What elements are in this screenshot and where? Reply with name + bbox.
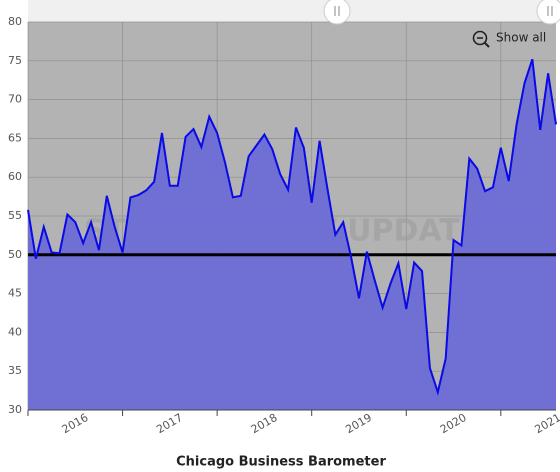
y-tick-label: 80 (8, 15, 22, 28)
navigator (28, 0, 558, 22)
y-tick-label: 75 (8, 54, 22, 67)
chart-title: Chicago Business Barometer (176, 455, 386, 470)
navigator-handles[interactable] (323, 0, 560, 25)
y-tick-label: 45 (8, 287, 22, 300)
y-tick-label: 60 (8, 170, 22, 183)
zoom-icon (484, 42, 490, 48)
x-tick-label: 2020 (438, 411, 469, 436)
y-tick-label: 65 (8, 131, 22, 144)
x-tick-label: 2016 (60, 411, 91, 436)
y-tick-label: 35 (8, 364, 22, 377)
x-tick-label: 2018 (249, 411, 280, 436)
y-tick-label: 50 (8, 248, 22, 261)
x-tick-label: 2017 (154, 411, 185, 436)
show-all-button[interactable]: Show all (472, 30, 547, 48)
y-tick-label: 55 (8, 209, 22, 222)
x-tick-label: 2021 (532, 411, 560, 436)
zoom-icon (472, 30, 488, 46)
y-tick-label: 70 (8, 93, 22, 106)
handle[interactable] (536, 0, 560, 25)
handle[interactable] (323, 0, 351, 25)
y-tick-label: 30 (8, 403, 22, 416)
y-tick-label: 40 (8, 325, 22, 338)
line (27, 58, 557, 396)
x-tick-label: 2019 (343, 411, 374, 436)
plot (27, 58, 557, 411)
button-label[interactable]: Show all (496, 31, 546, 45)
